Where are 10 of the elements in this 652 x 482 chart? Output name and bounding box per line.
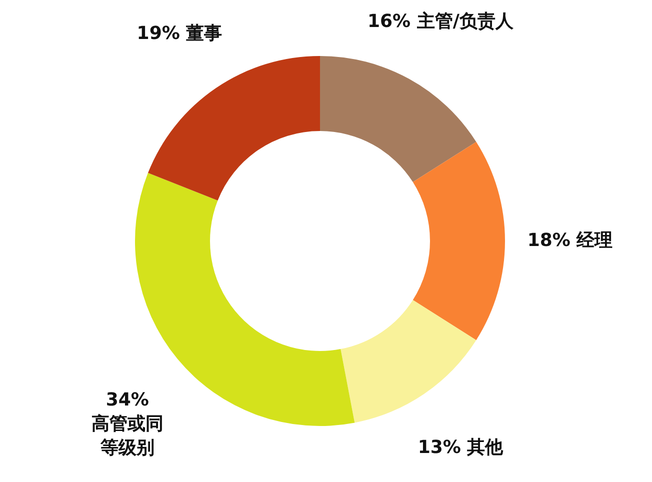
donut-slice: [340, 300, 476, 423]
slice-label: 19% 董事: [136, 23, 222, 44]
data-label: 34%: [106, 389, 149, 410]
slice-label: 13% 其他: [418, 436, 504, 458]
donut-slice: [412, 142, 505, 340]
slice-label: 18% 经理: [527, 230, 613, 251]
slice-label: 16% 主管/负责人: [367, 10, 514, 32]
donut-slice: [320, 56, 476, 182]
donut-slice: [148, 56, 320, 201]
slice-label: 高管或同等级别: [91, 413, 164, 458]
